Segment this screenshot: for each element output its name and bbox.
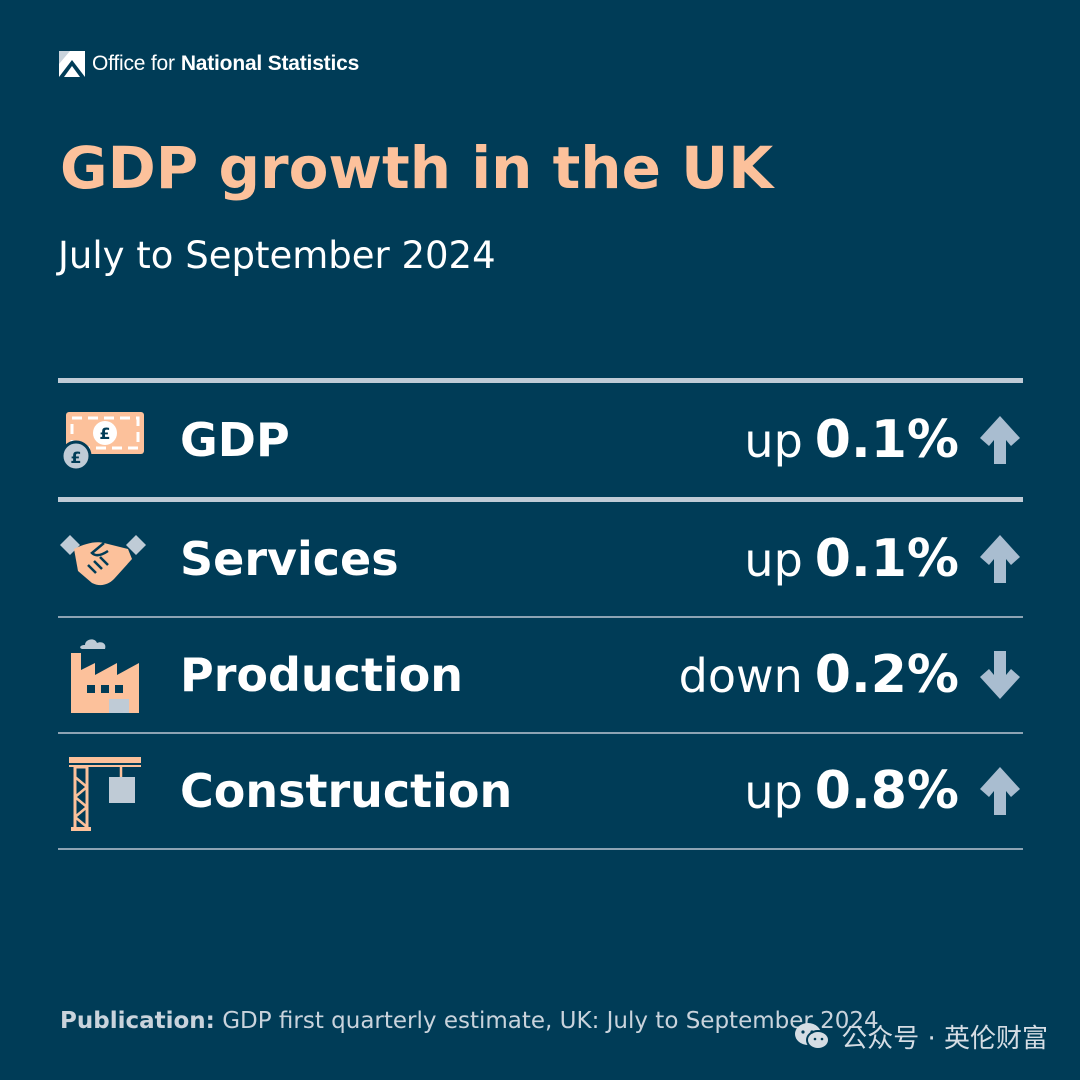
publication-label: Publication: (60, 1008, 215, 1034)
table-row-production: Production down 0.2% (58, 618, 1023, 732)
banknote-pound-icon: £ £ (58, 395, 148, 485)
arrow-up-icon (980, 767, 1020, 815)
row-percent: 0.8% (814, 761, 959, 821)
table-row-construction: Construction up 0.8% (58, 734, 1023, 848)
row-percent: 0.1% (814, 410, 959, 470)
arrow-down-icon (980, 651, 1020, 699)
page-title: GDP growth in the UK (60, 134, 774, 202)
crane-icon (58, 746, 148, 836)
row-value: up 0.1% (744, 529, 959, 589)
ons-logo: Office for National Statistics (58, 50, 359, 78)
row-label: Construction (180, 764, 513, 818)
divider (58, 378, 1023, 383)
publication-text: GDP first quarterly estimate, UK: July t… (222, 1008, 879, 1034)
growth-table: £ £ GDP up 0.1% Services up (58, 378, 1023, 850)
row-value: up 0.8% (744, 761, 959, 821)
logo-prefix: Office for (92, 52, 175, 75)
table-row-services: Services up 0.1% (58, 502, 1023, 616)
row-direction: up (744, 533, 803, 587)
row-label: GDP (180, 413, 290, 467)
row-label: Services (180, 532, 399, 586)
svg-text:£: £ (70, 448, 81, 467)
arrow-up-icon (980, 416, 1020, 464)
row-value: up 0.1% (744, 410, 959, 470)
logo-name: National Statistics (180, 52, 360, 75)
row-value: down 0.2% (679, 645, 959, 705)
publication-note: Publication: GDP first quarterly estimat… (60, 1008, 879, 1034)
wechat-icon (795, 1022, 831, 1050)
page-subtitle: July to September 2024 (58, 234, 496, 277)
divider (58, 497, 1023, 502)
arrow-up-icon (980, 535, 1020, 583)
divider (58, 732, 1023, 734)
row-label: Production (180, 648, 464, 702)
watermark-text: 公众号 · 英伦财富 (841, 1024, 1048, 1054)
row-direction: up (744, 414, 803, 468)
table-row-gdp: £ £ GDP up 0.1% (58, 383, 1023, 497)
divider (58, 848, 1023, 850)
handshake-icon (58, 514, 148, 604)
row-direction: down (678, 649, 803, 703)
svg-text:£: £ (99, 424, 110, 443)
ons-logo-icon (59, 51, 85, 77)
row-percent: 0.2% (814, 645, 959, 705)
factory-icon (58, 630, 148, 720)
divider (58, 616, 1023, 618)
row-direction: up (744, 765, 803, 819)
row-percent: 0.1% (814, 529, 959, 589)
wechat-watermark: 公众号 · 英伦财富 (793, 1018, 1048, 1055)
